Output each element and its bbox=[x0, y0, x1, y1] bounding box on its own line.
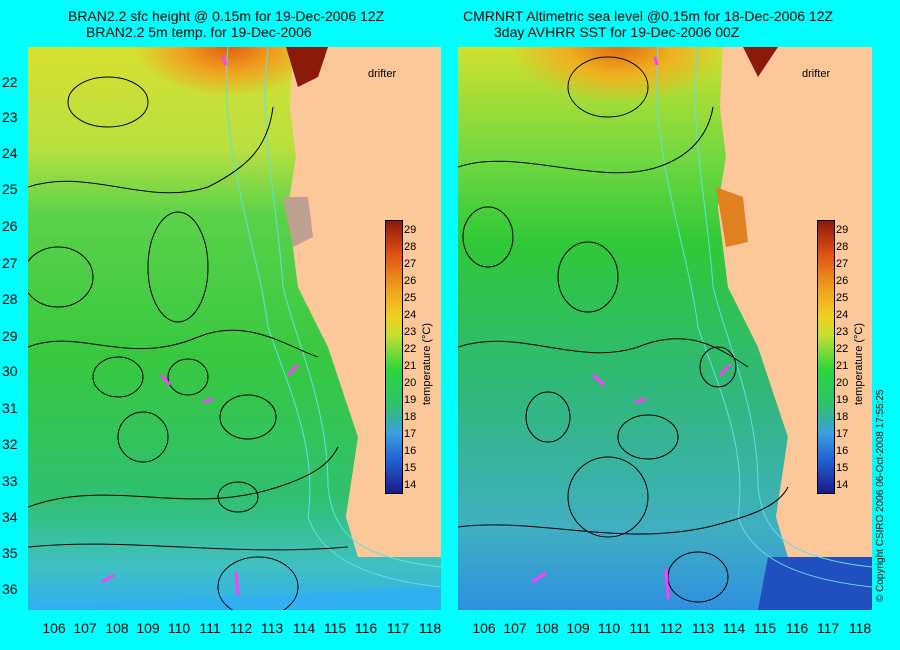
lon-label: 107 bbox=[503, 620, 527, 636]
lon-label: 115 bbox=[323, 620, 347, 636]
lat-label: 26 bbox=[2, 218, 18, 234]
colorbar-tick: 20 bbox=[404, 377, 417, 389]
left-title-line2: BRAN2.2 5m temp. for 19-Dec-2006 bbox=[86, 24, 312, 40]
left-drifter-legend: drifter bbox=[368, 68, 397, 80]
copyright-notice: © Copyright CSIRO 2006 06-Oct-2008 17:55… bbox=[875, 389, 886, 603]
lon-label: 109 bbox=[566, 620, 590, 636]
lon-label: 107 bbox=[73, 620, 97, 636]
lat-label: 29 bbox=[2, 328, 18, 344]
lon-label: 108 bbox=[105, 620, 129, 636]
colorbar-tick: 26 bbox=[404, 275, 417, 287]
left-colorbar-title: temperature (°C) bbox=[421, 322, 433, 405]
contour-lines bbox=[28, 76, 349, 610]
lat-label: 33 bbox=[2, 473, 18, 489]
colorbar-tick: 26 bbox=[836, 275, 849, 287]
lon-label: 116 bbox=[785, 620, 809, 636]
lon-label: 112 bbox=[229, 620, 253, 636]
right-map-panel bbox=[458, 47, 872, 610]
lat-label: 23 bbox=[2, 109, 18, 125]
colorbar-tick: 18 bbox=[404, 411, 417, 423]
colorbar-tick: 29 bbox=[836, 224, 849, 236]
drifter-tracks bbox=[531, 56, 732, 600]
drifter-tracks bbox=[101, 56, 300, 596]
right-colorbar-title: temperature (°C) bbox=[853, 322, 865, 405]
colorbar-tick: 18 bbox=[836, 411, 849, 423]
lon-label: 118 bbox=[418, 620, 442, 636]
right-title-line2: 3day AVHRR SST for 19-Dec-2006 00Z bbox=[494, 24, 740, 40]
left-map-panel bbox=[28, 47, 441, 610]
lon-label: 116 bbox=[354, 620, 378, 636]
colorbar-tick: 24 bbox=[836, 309, 849, 321]
colorbar-tick: 28 bbox=[404, 241, 417, 253]
colorbar-tick: 25 bbox=[836, 292, 849, 304]
lon-label: 110 bbox=[167, 620, 191, 636]
colorbar-tick: 17 bbox=[836, 428, 849, 440]
lat-label: 35 bbox=[2, 545, 18, 561]
lat-label: 27 bbox=[2, 255, 18, 271]
lon-label: 109 bbox=[136, 620, 160, 636]
lon-label: 106 bbox=[42, 620, 66, 636]
colorbar-tick: 22 bbox=[836, 343, 849, 355]
left-colorbar bbox=[385, 220, 403, 494]
lon-label: 106 bbox=[472, 620, 496, 636]
lon-label: 111 bbox=[199, 620, 221, 636]
lon-label: 118 bbox=[848, 620, 872, 636]
colorbar-tick: 28 bbox=[836, 241, 849, 253]
lon-label: 113 bbox=[260, 620, 284, 636]
colorbar-tick: 20 bbox=[836, 377, 849, 389]
lat-label: 31 bbox=[2, 400, 18, 416]
right-colorbar bbox=[817, 220, 835, 494]
colorbar-tick: 16 bbox=[836, 445, 849, 457]
lat-label: 28 bbox=[2, 291, 18, 307]
colorbar-tick: 24 bbox=[404, 309, 417, 321]
lon-label: 113 bbox=[691, 620, 715, 636]
lon-label: 114 bbox=[722, 620, 746, 636]
lon-label: 117 bbox=[386, 620, 410, 636]
lon-label: 111 bbox=[629, 620, 651, 636]
lat-label: 34 bbox=[2, 509, 18, 525]
colorbar-tick: 14 bbox=[836, 479, 849, 491]
colorbar-tick: 14 bbox=[404, 479, 417, 491]
colorbar-tick: 21 bbox=[836, 360, 849, 372]
colorbar-tick: 23 bbox=[836, 326, 849, 338]
right-title-line1: CMRNRT Altimetric sea level @0.15m for 1… bbox=[463, 8, 834, 24]
sea-area bbox=[458, 47, 872, 610]
colorbar-tick: 16 bbox=[404, 445, 417, 457]
lon-label: 108 bbox=[535, 620, 559, 636]
colorbar-tick: 19 bbox=[404, 394, 417, 406]
left-map-graphic bbox=[28, 47, 441, 610]
lon-label: 112 bbox=[659, 620, 683, 636]
lat-label: 30 bbox=[2, 363, 18, 379]
colorbar-tick: 17 bbox=[404, 428, 417, 440]
contour-lines bbox=[458, 56, 789, 603]
lat-label: 25 bbox=[2, 181, 18, 197]
lon-label: 110 bbox=[597, 620, 621, 636]
colorbar-tick: 21 bbox=[404, 360, 417, 372]
right-drifter-legend: drifter bbox=[802, 68, 831, 80]
lon-label: 117 bbox=[816, 620, 840, 636]
colorbar-tick: 25 bbox=[404, 292, 417, 304]
lon-label: 114 bbox=[292, 620, 316, 636]
colorbar-tick: 29 bbox=[404, 224, 417, 236]
colorbar-tick: 19 bbox=[836, 394, 849, 406]
right-map-graphic bbox=[458, 47, 872, 610]
colorbar-tick: 22 bbox=[404, 343, 417, 355]
colorbar-tick: 15 bbox=[404, 462, 417, 474]
colorbar-tick: 23 bbox=[404, 326, 417, 338]
lat-label: 36 bbox=[2, 581, 18, 597]
colorbar-tick: 27 bbox=[836, 258, 849, 270]
lat-label: 22 bbox=[2, 74, 18, 90]
left-title-line1: BRAN2.2 sfc height @ 0.15m for 19-Dec-20… bbox=[68, 8, 385, 24]
lat-label: 24 bbox=[2, 145, 18, 161]
sea-area bbox=[28, 47, 441, 610]
colorbar-tick: 27 bbox=[404, 258, 417, 270]
colorbar-tick: 15 bbox=[836, 462, 849, 474]
lon-label: 115 bbox=[753, 620, 777, 636]
lat-label: 32 bbox=[2, 436, 18, 452]
